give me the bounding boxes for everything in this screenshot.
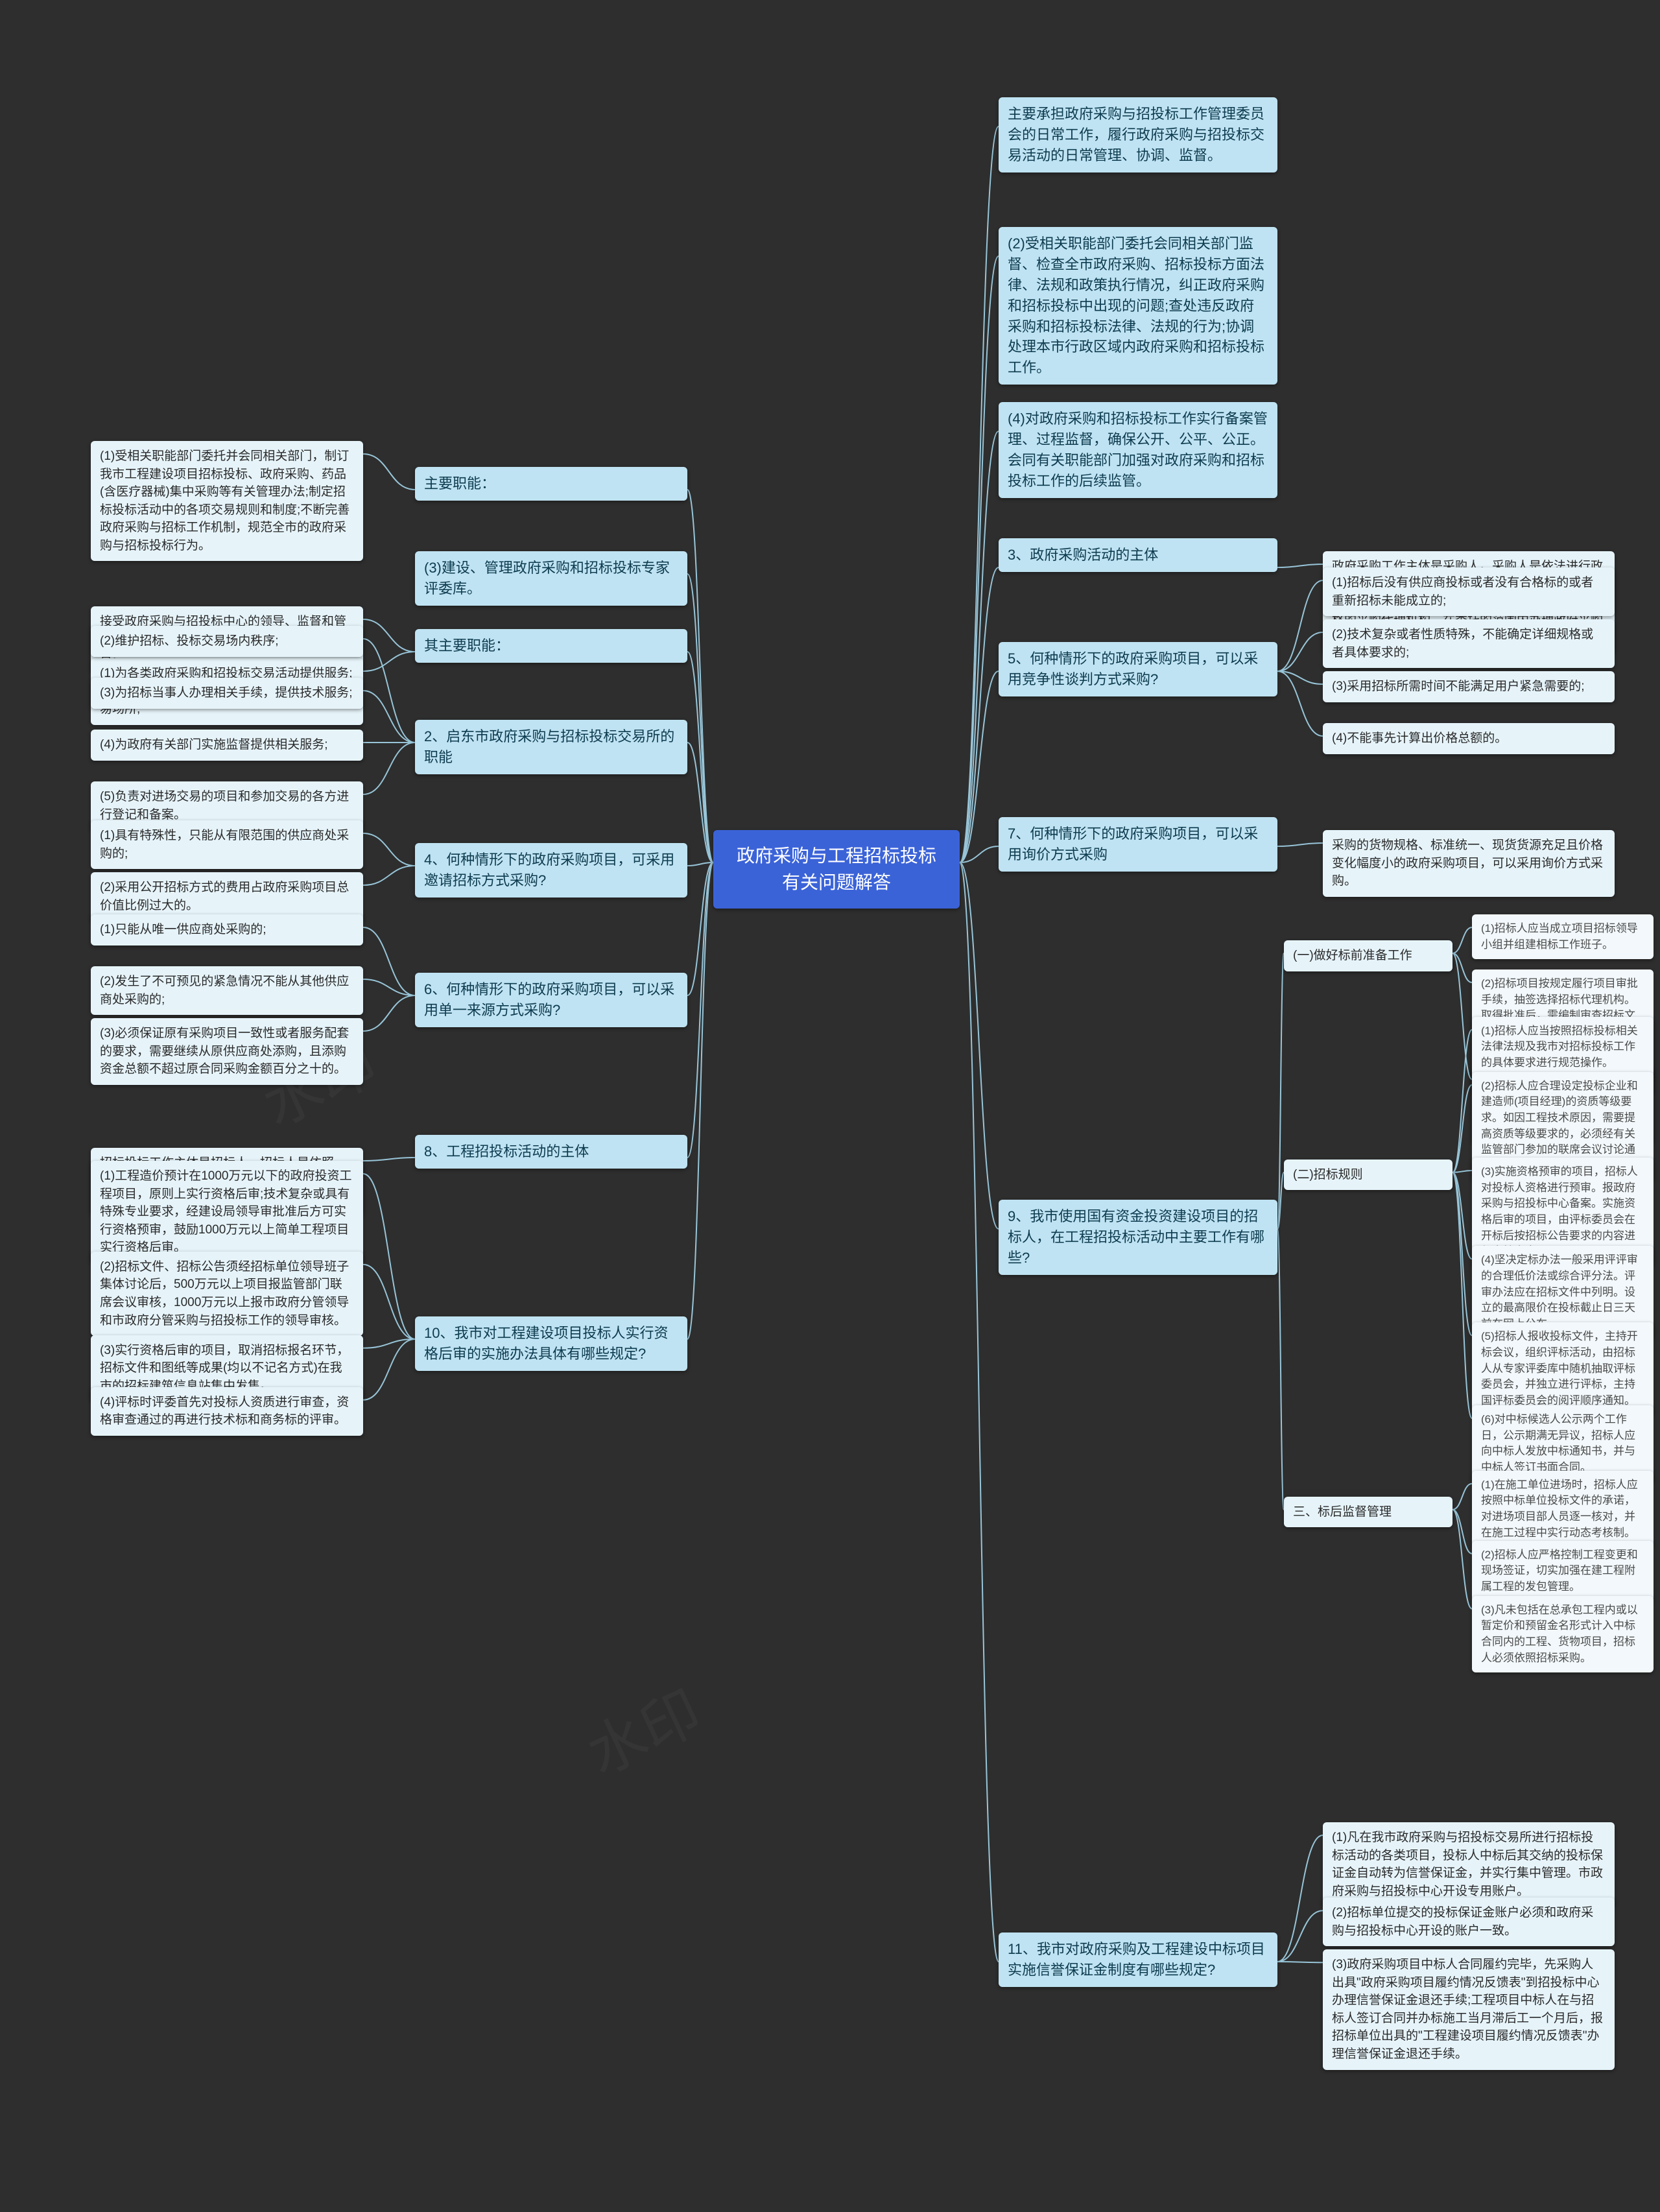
right-b7-c0: (1)凡在我市政府采购与招投标交易所进行招标投标活动的各类项目，投标人中标后其交…	[1323, 1822, 1615, 1907]
r9-g2-s1: (2)招标人应严格控制工程变更和现场签证，切实加强在建工程附属工程的发包管理。	[1472, 1541, 1654, 1602]
left-b7-c1: (2)招标文件、招标公告须经招标单位领导班子集体讨论后，500万元以上项目报监管…	[91, 1252, 363, 1336]
left-branch-3: 2、启东市政府采购与招标投标交易所的职能	[415, 720, 687, 774]
left-branch-1: (3)建设、管理政府采购和招标投标专家评委库。	[415, 551, 687, 606]
right-b4-c0: (1)招标后没有供应商投标或者没有合格标的或者重新招标未能成立的;	[1323, 567, 1615, 616]
r9-grp1: (二)招标规则	[1284, 1160, 1452, 1191]
left-b3-c1: (3)为招标当事人办理相关手续，提供技术服务;	[91, 678, 363, 709]
left-b4-c1: (2)采用公开招标方式的费用占政府采购项目总价值比例过大的。	[91, 872, 363, 921]
right-branch-4: 5、何种情形下的政府采购项目，可以采用竞争性谈判方式采购?	[999, 642, 1277, 696]
right-branch-3: 3、政府采购活动的主体	[999, 538, 1277, 572]
right-b7-c1: (2)招标单位提交的投标保证金账户必须和政府采购与招投标中心开设的账户一致。	[1323, 1897, 1615, 1946]
right-branch-7: 11、我市对政府采购及工程建设中标项目实施信誉保证金制度有哪些规定?	[999, 1933, 1277, 1987]
right-branch-0: 主要承担政府采购与招投标工作管理委员会的日常工作，履行政府采购与招投标交易活动的…	[999, 97, 1277, 172]
right-b4-c2: (3)采用招标所需时间不能满足用户紧急需要的;	[1323, 671, 1615, 702]
left-b4-c0: (1)具有特殊性，只能从有限范围的供应商处采购的;	[91, 820, 363, 869]
right-branch-2: (4)对政府采购和招标投标工作实行备案管理、过程监督，确保公开、公平、公正。会同…	[999, 402, 1277, 498]
left-branch-7: 10、我市对工程建设项目投标人实行资格后审的实施办法具体有哪些规定?	[415, 1316, 687, 1371]
r9-g0-s0: (1)招标人应当成立项目招标领导小组并组建相标工作班子。	[1472, 914, 1654, 959]
right-branch-6: 9、我市使用国有资金投资建设项目的招标人，在工程招投标活动中主要工作有哪些?	[999, 1200, 1277, 1275]
left-b3-c2: (4)为政府有关部门实施监督提供相关服务;	[91, 730, 363, 761]
mindmap-canvas: 水印 水印 水印 政府采购与工程招标投标 有关问题解答主要职能：(1)受相关职能…	[0, 0, 1660, 2212]
left-b0-c0: (1)受相关职能部门委托并会同相关部门，制订我市工程建设项目招标投标、政府采购、…	[91, 441, 363, 561]
left-branch-5: 6、何种情形下的政府采购项目，可以采用单一来源方式采购?	[415, 973, 687, 1027]
r9-g2-s2: (3)凡未包括在总承包工程内或以暂定价和预留金名形式计入中标合同内的工程、货物项…	[1472, 1596, 1654, 1673]
left-b3-c0: (2)维护招标、投标交易场内秩序;	[91, 626, 363, 657]
left-b7-c3: (4)评标时评委首先对投标人资质进行审查，资格审查通过的再进行技术标和商务标的评…	[91, 1387, 363, 1436]
r9-grp0: (一)做好标前准备工作	[1284, 940, 1452, 971]
r9-g2-s0: (1)在施工单位进场时，招标人应按照中标单位投标文件的承诺，对进场项目部人员逐一…	[1472, 1471, 1654, 1548]
left-branch-0: 主要职能：	[415, 467, 687, 501]
r9-g1-s4: (5)招标人报收投标文件，主持开标会议，组织评标活动，由招标人从专家评委库中随机…	[1472, 1322, 1654, 1415]
r9-grp2: 三、标后监督管理	[1284, 1497, 1452, 1528]
left-branch-2: 其主要职能：	[415, 629, 687, 663]
left-b5-c0: (1)只能从唯一供应商处采购的;	[91, 914, 363, 945]
left-branch-6: 8、工程招投标活动的主体	[415, 1135, 687, 1169]
right-b4-c3: (4)不能事先计算出价格总额的。	[1323, 723, 1615, 754]
left-branch-4: 4、何种情形下的政府采购项目，可采用邀请招标方式采购?	[415, 843, 687, 898]
left-b5-c2: (3)必须保证原有采购项目一致性或者服务配套的要求，需要继续从原供应商处添购，且…	[91, 1018, 363, 1085]
left-b5-c1: (2)发生了不可预见的紧急情况不能从其他供应商处采购的;	[91, 966, 363, 1015]
right-branch-5: 7、何种情形下的政府采购项目，可以采用询价方式采购	[999, 817, 1277, 872]
r9-g1-s0: (1)招标人应当按照招标投标相关法律法规及我市对招标投标工作的具体要求进行规范操…	[1472, 1017, 1654, 1078]
right-b7-c2: (3)政府采购项目中标人合同履约完毕，先采购人出具"政府采购项目履约情况反馈表"…	[1323, 1949, 1615, 2069]
right-b5-c0: 采购的货物规格、标准统一、现货货源充足且价格变化幅度小的政府采购项目，可以采用询…	[1323, 830, 1615, 897]
root-node: 政府采购与工程招标投标 有关问题解答	[713, 830, 960, 909]
left-b7-c0: (1)工程造价预计在1000万元以下的政府投资工程项目，原则上实行资格后审;技术…	[91, 1161, 363, 1263]
right-branch-1: (2)受相关职能部门委托会同相关部门监督、检查全市政府采购、招标投标方面法律、法…	[999, 227, 1277, 385]
right-b4-c1: (2)技术复杂或者性质特殊，不能确定详细规格或者具体要求的;	[1323, 619, 1615, 668]
